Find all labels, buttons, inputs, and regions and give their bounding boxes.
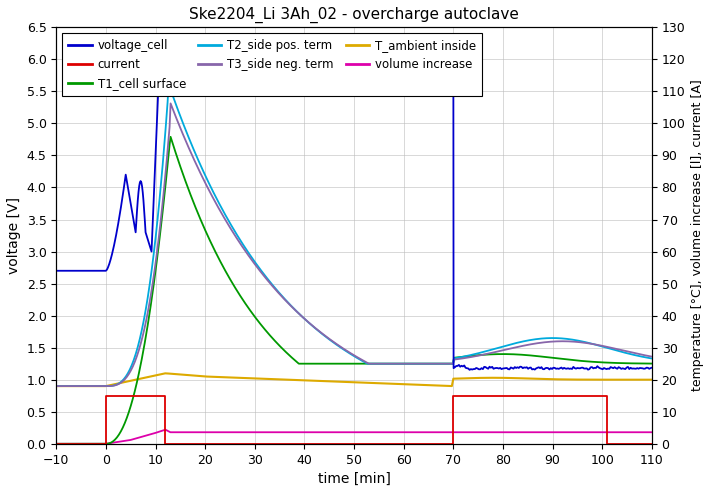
current: [603, 393, 611, 399]
Line: volume increase: volume increase: [56, 430, 652, 444]
volume increase: [102, 441, 110, 447]
current: [52, 441, 60, 447]
current: [102, 441, 110, 447]
Line: T3_side neg. term: T3_side neg. term: [56, 104, 652, 386]
T2_side pos. term: [52, 383, 60, 389]
T3_side neg. term: [404, 361, 412, 367]
T_ambient inside: [52, 383, 60, 389]
T1_cell surface: [157, 218, 166, 224]
volume increase: [127, 437, 135, 443]
T2_side pos. term: [648, 355, 656, 361]
voltage_cell: [465, 367, 474, 373]
voltage_cell: [109, 248, 117, 254]
T2_side pos. term: [157, 174, 166, 179]
Line: T1_cell surface: T1_cell surface: [56, 137, 652, 444]
voltage_cell: [503, 365, 511, 371]
voltage_cell: [640, 366, 648, 372]
T2_side pos. term: [164, 81, 173, 87]
Line: T_ambient inside: T_ambient inside: [56, 373, 652, 386]
Y-axis label: temperature [°C], volume increase [l], current [A]: temperature [°C], volume increase [l], c…: [691, 80, 704, 391]
Title: Ske2204_Li 3Ah_02 - overcharge autoclave: Ske2204_Li 3Ah_02 - overcharge autoclave: [189, 7, 519, 23]
voltage_cell: [359, 56, 368, 62]
T2_side pos. term: [404, 361, 412, 367]
T3_side neg. term: [166, 101, 175, 106]
Line: voltage_cell: voltage_cell: [56, 37, 652, 370]
T_ambient inside: [247, 375, 256, 381]
volume increase: [161, 427, 170, 433]
T1_cell surface: [404, 361, 412, 367]
T_ambient inside: [289, 377, 298, 383]
T3_side neg. term: [206, 190, 215, 196]
volume increase: [151, 430, 160, 436]
T1_cell surface: [501, 351, 510, 357]
volume increase: [101, 441, 109, 447]
current: [102, 441, 110, 447]
T1_cell surface: [451, 354, 459, 360]
T_ambient inside: [124, 379, 132, 385]
volume increase: [166, 429, 175, 435]
T1_cell surface: [206, 239, 215, 245]
T3_side neg. term: [157, 210, 166, 215]
T1_cell surface: [323, 361, 331, 367]
volume increase: [449, 429, 458, 435]
T1_cell surface: [648, 360, 656, 366]
T_ambient inside: [161, 370, 169, 376]
T_ambient inside: [428, 383, 437, 388]
Line: current: current: [56, 396, 652, 444]
voltage_cell: [156, 34, 165, 40]
T2_side pos. term: [206, 183, 215, 189]
T3_side neg. term: [501, 347, 510, 352]
volume increase: [648, 429, 656, 435]
current: [102, 393, 110, 399]
current: [603, 441, 611, 447]
Line: T2_side pos. term: T2_side pos. term: [56, 84, 652, 386]
volume increase: [52, 441, 60, 447]
T_ambient inside: [648, 377, 656, 383]
T3_side neg. term: [323, 334, 331, 340]
current: [161, 441, 170, 447]
current: [449, 441, 458, 447]
voltage_cell: [52, 268, 60, 274]
T1_cell surface: [166, 134, 175, 140]
current: [449, 393, 458, 399]
T2_side pos. term: [501, 343, 510, 349]
T1_cell surface: [52, 441, 60, 447]
current: [648, 441, 656, 447]
voltage_cell: [648, 365, 656, 371]
Legend: voltage_cell, current, T1_cell surface, T2_side pos. term, T3_side neg. term, T_: voltage_cell, current, T1_cell surface, …: [62, 33, 482, 96]
T2_side pos. term: [323, 335, 331, 341]
voltage_cell: [384, 61, 392, 67]
X-axis label: time [min]: time [min]: [318, 472, 390, 486]
Y-axis label: voltage [V]: voltage [V]: [7, 197, 21, 274]
T3_side neg. term: [52, 383, 60, 389]
T2_side pos. term: [451, 355, 459, 361]
T3_side neg. term: [648, 353, 656, 359]
T3_side neg. term: [451, 356, 459, 362]
T_ambient inside: [483, 375, 492, 381]
voltage_cell: [189, 56, 198, 62]
current: [161, 393, 170, 399]
T_ambient inside: [486, 375, 495, 381]
